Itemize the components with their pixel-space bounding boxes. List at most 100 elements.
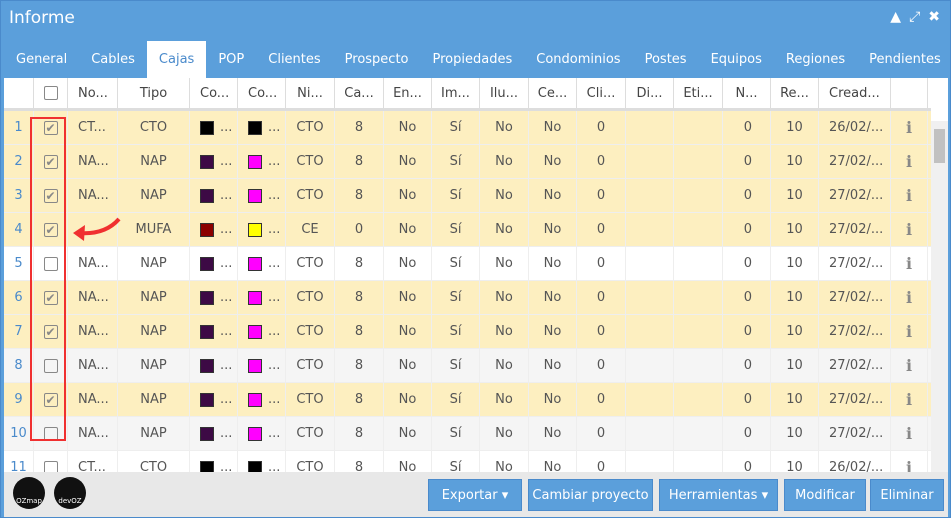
column-header[interactable]: No... <box>68 78 118 108</box>
info-cell[interactable]: i <box>891 213 928 246</box>
row-checkbox[interactable]: ✔ <box>43 188 58 203</box>
maximize-icon[interactable]: ⤢ <box>909 9 921 25</box>
info-icon[interactable]: i <box>905 390 913 409</box>
checkbox-cell[interactable] <box>34 247 68 280</box>
info-cell[interactable]: i <box>891 451 928 472</box>
checkbox-cell[interactable]: ✔ <box>34 145 68 178</box>
column-header[interactable]: Cread... <box>819 78 891 108</box>
table-row[interactable]: 2 ✔ NA... NAP...... CTO 8 No Sí No No 0 0 10 27/02/..… <box>4 145 931 179</box>
info-cell[interactable]: i <box>891 247 928 280</box>
checkbox-cell[interactable]: ✔ <box>34 179 68 212</box>
tab-pop[interactable]: POP <box>218 52 245 67</box>
tab-general[interactable]: General <box>16 52 68 67</box>
info-icon[interactable]: i <box>905 356 913 375</box>
column-header[interactable]: Ce... <box>529 78 577 108</box>
collapse-icon[interactable]: ▲ <box>890 9 902 25</box>
close-icon[interactable]: ✖ <box>928 9 940 25</box>
cell-im: Sí <box>432 247 480 280</box>
column-header[interactable]: N... <box>723 78 771 108</box>
modify-button[interactable]: Modificar <box>784 479 866 511</box>
column-header[interactable]: Ilu... <box>480 78 529 108</box>
column-header[interactable]: Tipo <box>118 78 190 108</box>
color-cell: ... <box>238 451 286 472</box>
info-cell[interactable]: i <box>891 383 928 416</box>
export-button[interactable]: Exportar ▾ <box>428 479 522 511</box>
table-row[interactable]: 10 NA... NAP...... CTO 8 No Sí No No 0 0 10 27/02/..… <box>4 417 931 451</box>
tab-cables[interactable]: Cables <box>91 52 135 67</box>
info-icon[interactable]: i <box>905 254 913 273</box>
row-checkbox[interactable]: ✔ <box>43 154 58 169</box>
column-header[interactable]: En... <box>384 78 432 108</box>
table-row[interactable]: 3 ✔ NA... NAP...... CTO 8 No Sí No No 0 0 10 27/02/..… <box>4 179 931 213</box>
ozmap-logo[interactable]: OZmap <box>13 477 45 509</box>
change-project-button[interactable]: Cambiar proyecto <box>528 479 653 511</box>
select-all-cell[interactable] <box>34 78 68 108</box>
table-row[interactable]: 7 ✔ NA... NAP...... CTO 8 No Sí No No 0 0 10 27/02/..… <box>4 315 931 349</box>
row-checkbox[interactable]: ✔ <box>43 222 58 237</box>
cell-cli: 0 <box>577 145 626 178</box>
tab-pendientes[interactable]: Pendientes <box>869 52 941 67</box>
tab-clientes[interactable]: Clientes <box>268 52 321 67</box>
cell-cread: 27/02/... <box>819 213 891 246</box>
info-icon[interactable]: i <box>905 288 913 307</box>
column-header[interactable]: Co... <box>238 78 286 108</box>
info-icon[interactable]: i <box>905 322 913 341</box>
tab-propiedades[interactable]: Propiedades <box>432 52 513 67</box>
table-row[interactable]: 1 ✔ CT... CTO...... CTO 8 No Sí No No 0 0 10 26/02/..… <box>4 111 931 145</box>
tab-cajas[interactable]: Cajas <box>146 41 207 78</box>
info-icon[interactable]: i <box>905 458 913 472</box>
tab-prospecto[interactable]: Prospecto <box>344 52 409 67</box>
column-header[interactable]: Eti... <box>674 78 723 108</box>
info-cell[interactable]: i <box>891 179 928 212</box>
info-cell[interactable]: i <box>891 417 928 450</box>
tools-button[interactable]: Herramientas ▾ <box>659 479 778 511</box>
tab-equipos[interactable]: Equipos <box>710 52 762 67</box>
scrollbar-thumb[interactable] <box>934 129 945 163</box>
devoz-logo[interactable]: devOZ <box>54 477 86 509</box>
column-header[interactable]: Ni... <box>286 78 335 108</box>
column-header[interactable]: Im... <box>432 78 480 108</box>
table-row[interactable]: 6 ✔ NA... NAP...... CTO 8 No Sí No No 0 0 10 27/02/..… <box>4 281 931 315</box>
table-row[interactable]: 8 NA... NAP...... CTO 8 No Sí No No 0 0 10 27/02/...… <box>4 349 931 383</box>
row-checkbox[interactable]: ✔ <box>43 392 58 407</box>
checkbox-cell[interactable]: ✔ <box>34 383 68 416</box>
info-icon[interactable]: i <box>905 186 913 205</box>
delete-button[interactable]: Eliminar <box>870 479 944 511</box>
row-checkbox[interactable] <box>43 358 58 373</box>
info-icon[interactable]: i <box>905 152 913 171</box>
checkbox-cell[interactable]: ✔ <box>34 111 68 144</box>
tab-postes[interactable]: Postes <box>644 52 687 67</box>
column-header[interactable]: Re... <box>771 78 819 108</box>
table-row[interactable]: 9 ✔ NA... NAP...... CTO 8 No Sí No No 0 0 10 27/02/..… <box>4 383 931 417</box>
checkbox-cell[interactable]: ✔ <box>34 213 68 246</box>
info-cell[interactable]: i <box>891 349 928 382</box>
checkbox-cell[interactable]: ✔ <box>34 315 68 348</box>
row-checkbox[interactable] <box>43 256 58 271</box>
vertical-scrollbar[interactable] <box>931 121 948 472</box>
cell-ni: CTO <box>286 315 335 348</box>
info-icon[interactable]: i <box>905 118 913 137</box>
column-header[interactable]: Di... <box>626 78 674 108</box>
info-cell[interactable]: i <box>891 281 928 314</box>
row-checkbox[interactable]: ✔ <box>43 324 58 339</box>
info-cell[interactable]: i <box>891 315 928 348</box>
info-cell[interactable]: i <box>891 111 928 144</box>
select-all-checkbox[interactable] <box>43 86 58 100</box>
table-row[interactable]: 11 CT... CTO...... CTO 8 No Sí No No 0 0 10 26/02/..… <box>4 451 931 472</box>
tab-regiones[interactable]: Regiones <box>785 52 846 67</box>
checkbox-cell[interactable] <box>34 451 68 472</box>
column-header[interactable]: Ca... <box>335 78 384 108</box>
checkbox-cell[interactable] <box>34 349 68 382</box>
row-checkbox[interactable] <box>43 460 58 472</box>
info-icon[interactable]: i <box>905 424 913 443</box>
table-row[interactable]: 4 ✔ MUFA...... CE 0 No Sí No No 0 0 10 27/02/... i <box>4 213 931 247</box>
info-icon[interactable]: i <box>905 220 913 239</box>
column-header[interactable]: Co... <box>190 78 238 108</box>
info-cell[interactable]: i <box>891 145 928 178</box>
column-header[interactable]: Cli... <box>577 78 626 108</box>
row-checkbox[interactable]: ✔ <box>43 120 58 135</box>
table-row[interactable]: 5 NA... NAP...... CTO 8 No Sí No No 0 0 10 27/02/...… <box>4 247 931 281</box>
row-checkbox[interactable]: ✔ <box>43 290 58 305</box>
tab-condominios[interactable]: Condominios <box>536 52 621 67</box>
checkbox-cell[interactable]: ✔ <box>34 281 68 314</box>
